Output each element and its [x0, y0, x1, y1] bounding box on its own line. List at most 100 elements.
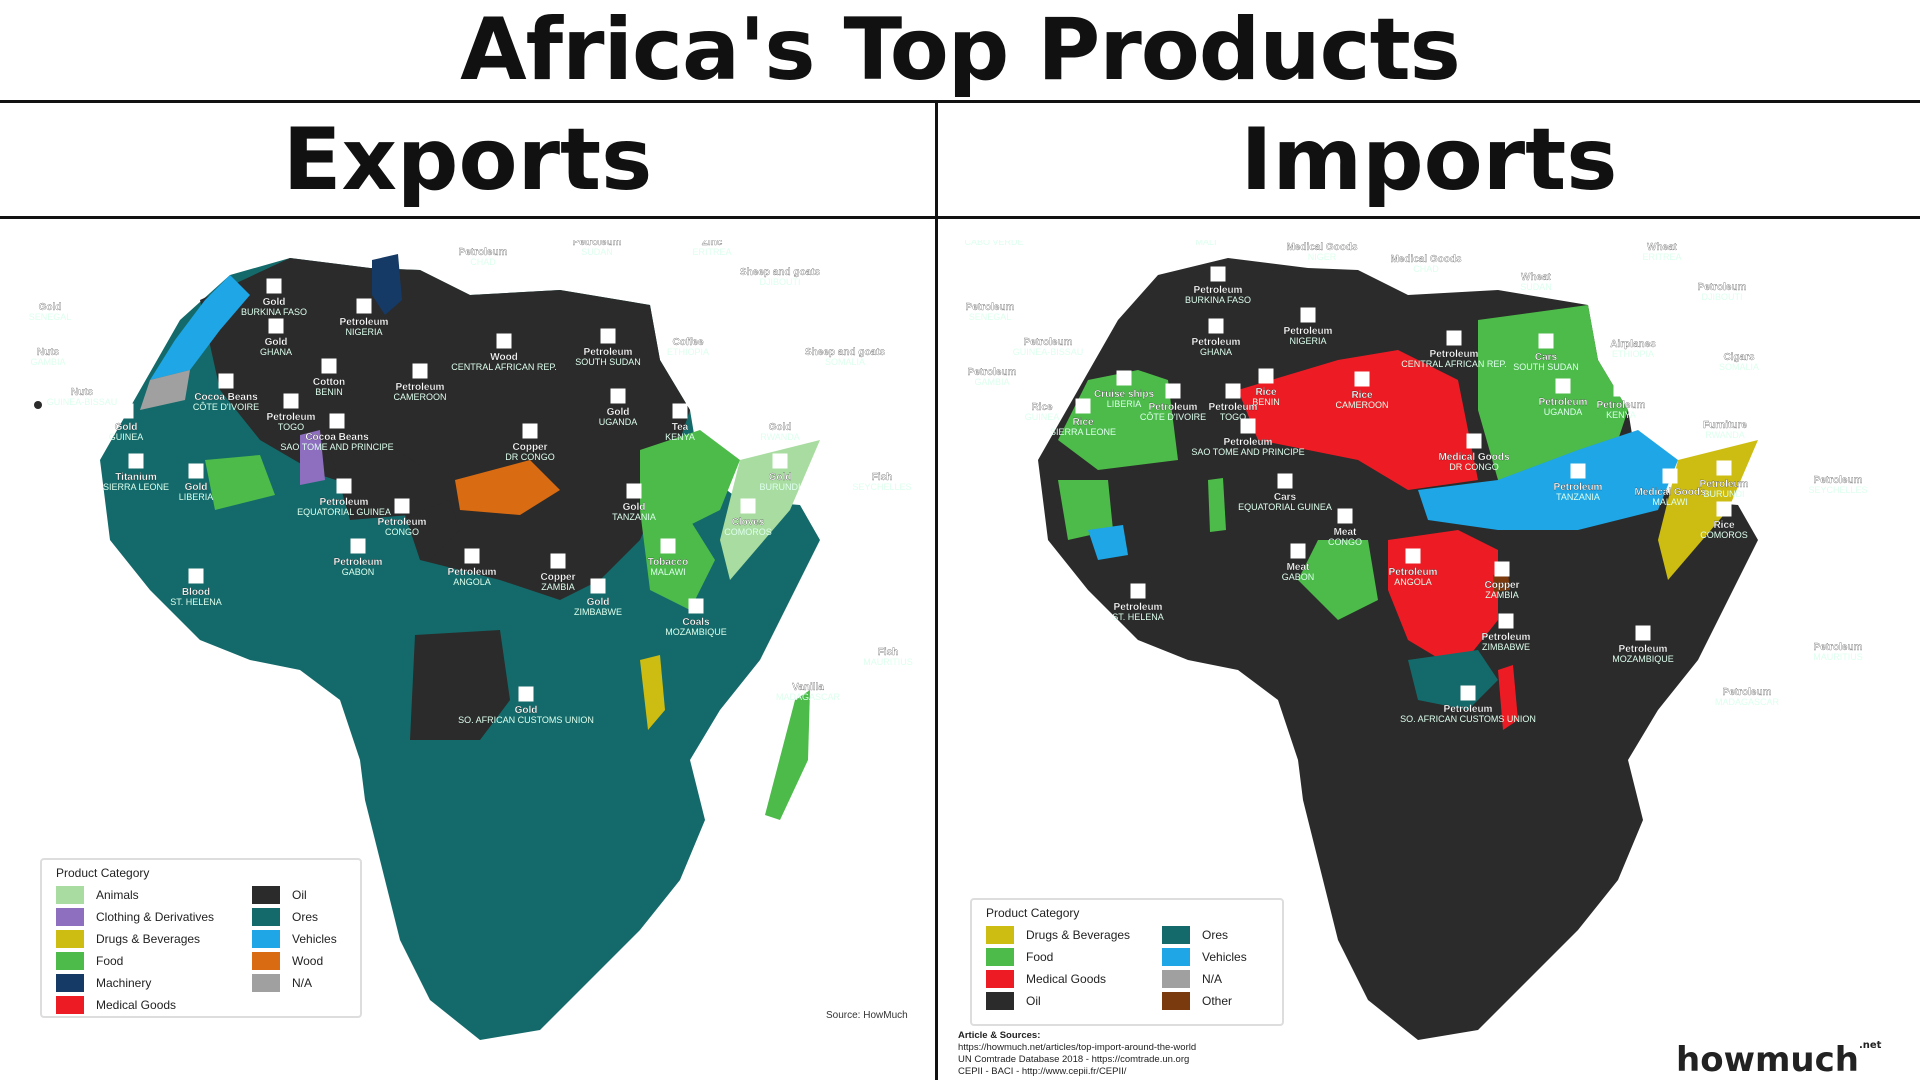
country-name: SAO TOME AND PRINCIPE [280, 442, 393, 452]
product-name: Rice [1351, 390, 1373, 401]
product-icon [590, 578, 606, 594]
country-name: MOZAMBIQUE [665, 627, 727, 637]
product-name: Blood [182, 587, 210, 598]
ghana [205, 455, 275, 510]
product-name: Gold [115, 422, 138, 433]
product-name: Wheat [1647, 242, 1678, 253]
country-name: DR CONGO [1449, 462, 1499, 472]
product-name: Medical Goods [1438, 452, 1510, 463]
legend-label: Wood [292, 954, 324, 968]
product-name: Petroleum [1224, 437, 1273, 448]
country-name: CABO VERDE [28, 240, 87, 242]
legend-label: Oil [1026, 994, 1041, 1008]
imports-heading: Imports [1240, 110, 1618, 210]
product-icon [1130, 583, 1146, 599]
product-name: Petroleum [1149, 402, 1198, 413]
legend-item: Vehicles [252, 930, 337, 948]
congo-gabon [1298, 540, 1378, 620]
country-name: SOMALIA [1719, 362, 1759, 372]
product-name: Cars [1274, 492, 1297, 503]
country-name: CÔTE D'IVOIRE [1140, 412, 1206, 422]
product-icon [600, 328, 616, 344]
product-icon [1662, 468, 1678, 484]
country-name: CÔTE D'IVOIRE [193, 402, 259, 412]
product-icon [518, 686, 534, 702]
product-name: Cars [1535, 352, 1558, 363]
product-name: Petroleum [1482, 632, 1531, 643]
country-name: MADAGASCAR [776, 692, 841, 702]
product-icon [1498, 613, 1514, 629]
country-name: SUDAN [1520, 282, 1552, 292]
imports-regions [1038, 258, 1758, 1040]
madagascar [765, 690, 810, 820]
product-name: Medical Goods [1634, 487, 1706, 498]
product-icon [350, 538, 366, 554]
product-name: Petroleum [267, 412, 316, 423]
country-name: SO. AFRICAN CUSTOMS UNION [1400, 714, 1536, 724]
product-icon [1613, 381, 1629, 397]
product-icon [42, 283, 58, 299]
product-name: Wood [490, 352, 518, 363]
country-name: RWANDA [760, 432, 800, 442]
egypt-sudan [1478, 305, 1628, 490]
product-name: Nuts [37, 347, 60, 358]
product-name: Tobacco [648, 557, 688, 568]
western-sahara [140, 370, 190, 410]
legend-label: Clothing & Derivatives [96, 910, 215, 924]
product-name: Petroleum [1619, 644, 1668, 655]
product-icon [800, 663, 816, 679]
product-icon [1034, 383, 1050, 399]
country-name: ETHIOPIA [1612, 349, 1654, 359]
legend-label: Animals [96, 888, 139, 902]
product-name: Petroleum [573, 240, 622, 248]
product-icon [321, 358, 337, 374]
product-name: Medical Goods [1286, 242, 1358, 253]
country-name: MAURITIUS [863, 657, 913, 667]
country-name: SEYCHELLES [852, 482, 911, 492]
legend-item: Oil [986, 992, 1041, 1010]
product-name: Petroleum [320, 497, 369, 508]
product-icon [1040, 318, 1056, 334]
product-icon [522, 423, 538, 439]
product-name: Petroleum [1700, 479, 1749, 490]
legend-label: Drugs & Beverages [1026, 928, 1131, 942]
country-name: DJIBOUTI [759, 277, 800, 287]
product-icon [1418, 240, 1434, 251]
country-name: UGANDA [1544, 407, 1583, 417]
product-name: Vanilla [792, 682, 824, 693]
legend-swatch [252, 952, 280, 970]
product-icon [740, 498, 756, 514]
product-name: Gold [39, 302, 62, 313]
product-name: Copper [513, 442, 548, 453]
country-name: GAMBIA [974, 377, 1009, 387]
product-name: Petroleum [584, 347, 633, 358]
country-name: CHAD [470, 257, 496, 267]
product-icon [1258, 368, 1274, 384]
product-icon [1225, 383, 1241, 399]
country-name: TOGO [1220, 412, 1246, 422]
product-name: Coals [682, 617, 710, 628]
country-name: CABO VERDE [964, 240, 1023, 247]
legend-swatch [56, 908, 84, 926]
malawi [1498, 665, 1518, 730]
legend-swatch [986, 992, 1014, 1010]
country-name: MAURITIUS [1813, 652, 1863, 662]
